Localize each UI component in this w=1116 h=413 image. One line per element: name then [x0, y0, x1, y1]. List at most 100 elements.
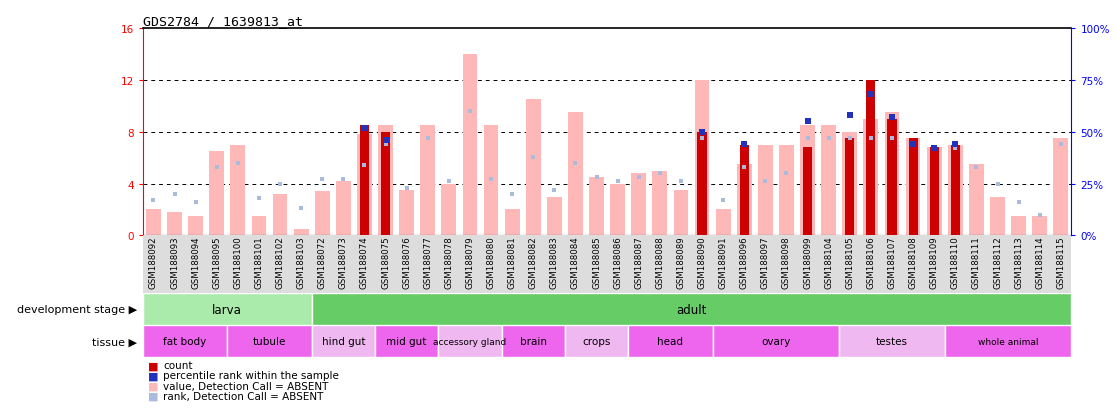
Text: whole animal: whole animal	[978, 337, 1038, 346]
Point	[250, 195, 268, 202]
Text: tissue ▶: tissue ▶	[93, 336, 137, 347]
Bar	[839, 325, 945, 357]
Point	[356, 125, 374, 131]
Point	[1052, 142, 1070, 148]
Bar	[930, 148, 939, 236]
Point	[693, 135, 711, 142]
Bar	[315, 192, 329, 236]
Bar	[589, 178, 604, 236]
Point	[376, 142, 394, 148]
Point	[904, 142, 922, 148]
Bar	[887, 119, 896, 236]
Point	[376, 138, 394, 144]
Bar	[821, 126, 836, 236]
Bar	[885, 113, 899, 236]
Point	[840, 112, 858, 119]
Point	[208, 164, 225, 171]
Bar	[311, 325, 375, 357]
Point	[672, 179, 690, 185]
Text: ovary: ovary	[761, 336, 790, 347]
Point	[1010, 199, 1028, 206]
Bar	[804, 148, 812, 236]
Point	[714, 197, 732, 204]
Point	[567, 160, 585, 167]
Bar	[146, 210, 161, 236]
Point	[525, 154, 542, 161]
Text: testes: testes	[876, 336, 908, 347]
Bar	[866, 81, 875, 236]
Bar	[526, 100, 540, 236]
Text: GDS2784 / 1639813_at: GDS2784 / 1639813_at	[143, 15, 302, 28]
Point	[461, 108, 479, 115]
Bar	[565, 325, 628, 357]
Bar	[947, 145, 963, 236]
Bar	[951, 145, 960, 236]
Bar	[442, 184, 456, 236]
Text: development stage ▶: development stage ▶	[17, 304, 137, 315]
Text: ■: ■	[148, 381, 158, 391]
Bar	[845, 139, 855, 236]
Bar	[547, 197, 561, 236]
Text: fat body: fat body	[163, 336, 206, 347]
Bar	[228, 325, 311, 357]
Text: brain: brain	[520, 336, 547, 347]
Point	[883, 135, 901, 142]
Bar	[210, 152, 224, 236]
Point	[925, 146, 943, 152]
Point	[292, 206, 310, 212]
Bar	[311, 294, 1071, 325]
Point	[418, 135, 436, 142]
Point	[989, 181, 1007, 188]
Point	[629, 175, 647, 181]
Point	[503, 191, 521, 198]
Text: larva: larva	[212, 303, 242, 316]
Bar	[336, 181, 350, 236]
Point	[165, 191, 183, 198]
Bar	[800, 126, 815, 236]
Bar	[1032, 216, 1047, 236]
Text: crops: crops	[583, 336, 610, 347]
Point	[946, 146, 964, 152]
Bar	[715, 210, 731, 236]
Text: tubule: tubule	[253, 336, 286, 347]
Bar	[740, 145, 749, 236]
Bar	[843, 132, 857, 236]
Point	[335, 177, 353, 183]
Point	[820, 135, 838, 142]
Text: hind gut: hind gut	[321, 336, 365, 347]
Point	[904, 142, 922, 148]
Point	[883, 114, 901, 121]
Point	[968, 164, 985, 171]
Bar	[969, 165, 984, 236]
Point	[314, 177, 331, 183]
Point	[946, 142, 964, 148]
Bar	[908, 139, 917, 236]
Bar	[483, 126, 499, 236]
Bar	[674, 190, 689, 236]
Point	[840, 135, 858, 142]
Point	[735, 164, 753, 171]
Bar	[694, 81, 710, 236]
Text: ■: ■	[148, 370, 158, 380]
Bar	[864, 119, 878, 236]
Bar	[400, 190, 414, 236]
Bar	[359, 126, 369, 236]
Bar	[439, 325, 501, 357]
Point	[862, 92, 879, 98]
Bar	[501, 325, 565, 357]
Point	[693, 129, 711, 135]
Text: count: count	[163, 360, 192, 370]
Point	[271, 181, 289, 188]
Bar	[945, 325, 1071, 357]
Text: adult: adult	[676, 303, 706, 316]
Bar	[294, 229, 308, 236]
Point	[757, 179, 775, 185]
Bar	[1011, 216, 1026, 236]
Bar	[1054, 139, 1068, 236]
Bar	[779, 145, 793, 236]
Bar	[378, 126, 393, 236]
Text: percentile rank within the sample: percentile rank within the sample	[163, 370, 339, 380]
Bar	[653, 171, 667, 236]
Point	[608, 179, 626, 185]
Bar	[504, 210, 520, 236]
